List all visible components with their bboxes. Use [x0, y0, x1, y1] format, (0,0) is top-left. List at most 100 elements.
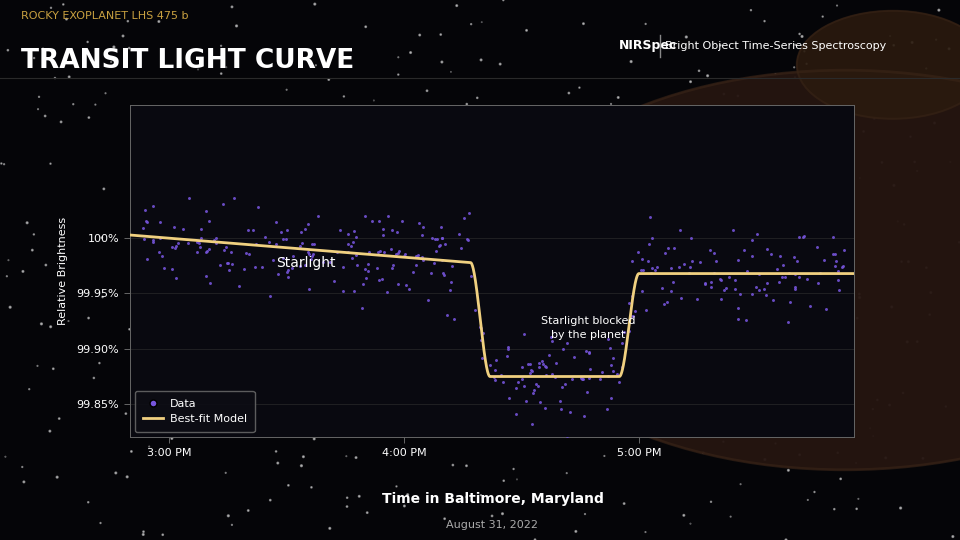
- Point: [437, 271, 452, 279]
- Point: [238, 270, 253, 279]
- Point: [27, 54, 42, 63]
- Point: [867, 114, 882, 123]
- Point: [31, 105, 46, 113]
- Point: [542, 401, 558, 410]
- Point: [355, 280, 371, 289]
- Point: [201, 217, 216, 225]
- Point: [510, 377, 525, 386]
- Point: [938, 402, 953, 411]
- Point: [622, 344, 637, 353]
- Point: [575, 375, 590, 383]
- Point: [0, 160, 12, 168]
- Point: [657, 300, 672, 309]
- Point: [156, 263, 172, 272]
- Point: [725, 353, 740, 361]
- Point: [420, 296, 436, 305]
- Point: [372, 217, 387, 226]
- Legend: Data, Best-fit Model: Data, Best-fit Model: [135, 391, 254, 432]
- Point: [641, 240, 657, 248]
- Point: [348, 225, 363, 234]
- Point: [514, 201, 529, 210]
- Point: [349, 209, 365, 218]
- Point: [189, 288, 204, 296]
- Point: [896, 389, 911, 397]
- Point: [828, 249, 843, 258]
- Point: [400, 490, 416, 499]
- Point: [306, 240, 322, 249]
- Point: [339, 314, 354, 323]
- Point: [279, 85, 295, 94]
- Point: [795, 233, 810, 241]
- Point: [326, 276, 342, 285]
- Point: [424, 301, 440, 309]
- Point: [865, 38, 880, 46]
- Point: [681, 268, 696, 277]
- Point: [104, 58, 119, 66]
- Point: [1, 256, 16, 265]
- Text: ROCKY EXOPLANET LHS 475 b: ROCKY EXOPLANET LHS 475 b: [21, 11, 188, 21]
- Point: [850, 314, 865, 322]
- Point: [849, 504, 864, 513]
- Point: [86, 374, 102, 382]
- Text: Bright Object Time-Series Spectroscopy: Bright Object Time-Series Spectroscopy: [665, 41, 886, 51]
- Point: [360, 260, 375, 268]
- Point: [886, 181, 901, 190]
- Point: [194, 233, 209, 242]
- Point: [751, 286, 766, 294]
- Point: [375, 231, 391, 240]
- Point: [623, 57, 638, 66]
- Point: [254, 263, 270, 272]
- Point: [298, 260, 313, 269]
- Point: [635, 287, 650, 295]
- Point: [749, 283, 764, 292]
- Point: [576, 411, 591, 420]
- Point: [852, 293, 867, 302]
- Point: [132, 139, 148, 148]
- Point: [776, 261, 791, 269]
- Point: [866, 432, 881, 441]
- Point: [943, 158, 958, 166]
- Point: [355, 403, 371, 411]
- Point: [403, 48, 419, 57]
- Point: [826, 233, 841, 242]
- Point: [59, 15, 74, 23]
- Point: [94, 233, 109, 242]
- Point: [713, 275, 729, 284]
- Point: [168, 242, 183, 251]
- Point: [156, 530, 171, 539]
- Point: [136, 234, 152, 243]
- Point: [198, 207, 213, 216]
- Point: [357, 212, 372, 221]
- Point: [739, 350, 755, 359]
- Point: [339, 452, 354, 461]
- Point: [510, 417, 525, 426]
- Point: [336, 262, 351, 271]
- Point: [422, 426, 438, 434]
- Point: [780, 466, 796, 475]
- Point: [45, 364, 60, 373]
- Point: [499, 352, 515, 360]
- Point: [539, 362, 554, 371]
- Point: [559, 469, 574, 477]
- Point: [581, 374, 596, 382]
- Point: [180, 180, 196, 189]
- Point: [308, 61, 324, 70]
- Point: [221, 266, 236, 274]
- Point: [946, 532, 960, 540]
- Point: [34, 320, 49, 328]
- Point: [248, 240, 263, 248]
- Point: [194, 225, 209, 233]
- Point: [152, 248, 167, 256]
- Point: [625, 292, 640, 300]
- Point: [473, 322, 489, 331]
- Point: [301, 285, 317, 293]
- Point: [515, 363, 530, 372]
- Point: [601, 349, 616, 358]
- Point: [216, 431, 231, 440]
- Point: [417, 412, 432, 421]
- Point: [663, 147, 679, 156]
- Point: [424, 233, 440, 242]
- Point: [145, 235, 160, 244]
- Point: [644, 264, 660, 273]
- Point: [782, 329, 798, 338]
